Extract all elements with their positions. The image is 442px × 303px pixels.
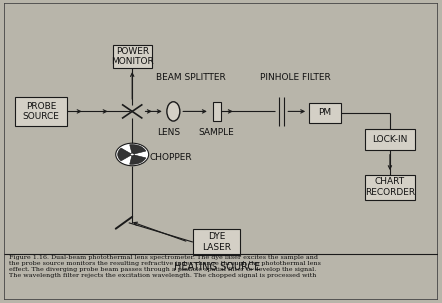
FancyBboxPatch shape: [309, 102, 340, 123]
Text: CHOPPER: CHOPPER: [149, 153, 192, 162]
Text: POWER
MONITOR: POWER MONITOR: [111, 47, 153, 66]
Text: CHART
RECORDER: CHART RECORDER: [365, 178, 415, 197]
FancyBboxPatch shape: [365, 175, 415, 200]
Circle shape: [130, 153, 134, 156]
FancyBboxPatch shape: [15, 97, 67, 125]
FancyBboxPatch shape: [365, 129, 415, 150]
FancyBboxPatch shape: [113, 45, 152, 68]
Wedge shape: [130, 145, 146, 155]
Ellipse shape: [167, 102, 180, 121]
Text: LENS: LENS: [157, 128, 181, 137]
Text: HEATING SOURCE: HEATING SOURCE: [174, 262, 260, 272]
Wedge shape: [130, 155, 146, 165]
Text: DYE
LASER: DYE LASER: [202, 232, 231, 252]
FancyBboxPatch shape: [193, 229, 240, 255]
Text: BEAM SPLITTER: BEAM SPLITTER: [156, 73, 226, 82]
FancyBboxPatch shape: [213, 102, 221, 121]
Text: PINHOLE FILTER: PINHOLE FILTER: [260, 73, 331, 82]
Circle shape: [116, 143, 149, 166]
Wedge shape: [118, 148, 132, 161]
Text: PM: PM: [318, 108, 332, 117]
Text: SAMPLE: SAMPLE: [199, 128, 235, 137]
Text: Figure 1.16. Dual-beam photothermal lens spectrometer. The dye laser excites the: Figure 1.16. Dual-beam photothermal lens…: [9, 255, 320, 278]
Text: PROBE
SOURCE: PROBE SOURCE: [23, 102, 60, 121]
Text: LOCK-IN: LOCK-IN: [372, 135, 408, 144]
